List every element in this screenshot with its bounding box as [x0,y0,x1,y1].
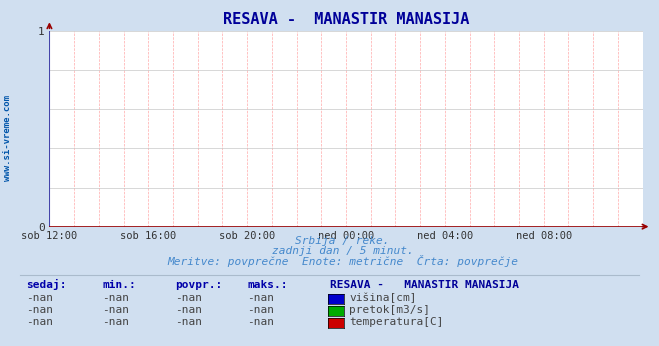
Text: višina[cm]: višina[cm] [349,293,416,303]
Text: -nan: -nan [102,317,129,327]
Text: Meritve: povprečne  Enote: metrične  Črta: povprečje: Meritve: povprečne Enote: metrične Črta:… [167,255,518,267]
Text: -nan: -nan [247,293,274,303]
Text: -nan: -nan [247,305,274,315]
Text: -nan: -nan [26,305,53,315]
Text: Srbija / reke.: Srbija / reke. [295,236,390,246]
Text: -nan: -nan [26,293,53,303]
Text: -nan: -nan [102,293,129,303]
Text: maks.:: maks.: [247,280,287,290]
Text: -nan: -nan [175,293,202,303]
Text: temperatura[C]: temperatura[C] [349,317,444,327]
Text: -nan: -nan [102,305,129,315]
Text: www.si-vreme.com: www.si-vreme.com [3,95,13,181]
Text: -nan: -nan [247,317,274,327]
Text: -nan: -nan [175,317,202,327]
Text: sedaj:: sedaj: [26,279,67,290]
Text: RESAVA -   MANASTIR MANASIJA: RESAVA - MANASTIR MANASIJA [330,280,519,290]
Text: povpr.:: povpr.: [175,280,222,290]
Text: pretok[m3/s]: pretok[m3/s] [349,305,430,315]
Text: min.:: min.: [102,280,136,290]
Text: zadnji dan / 5 minut.: zadnji dan / 5 minut. [272,246,414,256]
Text: -nan: -nan [175,305,202,315]
Title: RESAVA -  MANASTIR MANASIJA: RESAVA - MANASTIR MANASIJA [223,12,469,27]
Text: -nan: -nan [26,317,53,327]
